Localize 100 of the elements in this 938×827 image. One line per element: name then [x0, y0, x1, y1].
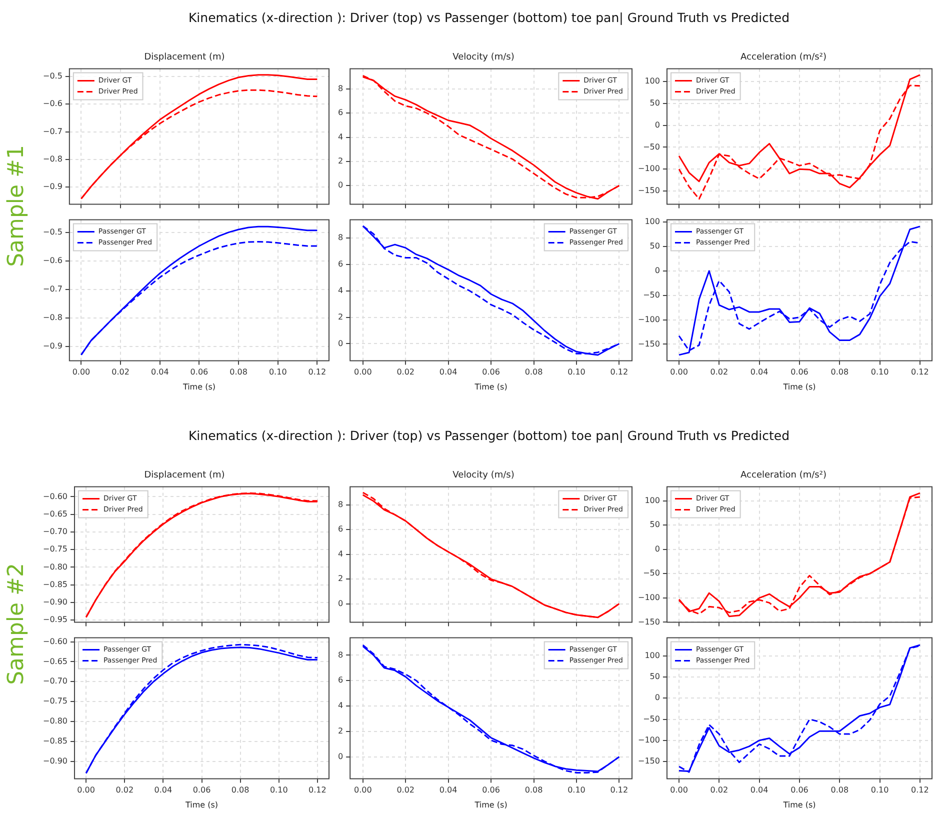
y-tick-label: −0.85: [43, 736, 68, 746]
y-tick-label: −50: [643, 568, 660, 578]
x-tick-label: 0.04: [150, 368, 169, 377]
x-tick-label: 0.06: [192, 786, 211, 795]
x-tick-label: 0.12: [911, 786, 929, 795]
x-tick-label: 0.04: [750, 786, 768, 795]
y-tick-label: 50: [650, 242, 660, 251]
y-tick-label: −100: [638, 164, 660, 174]
chart-title: Velocity (m/s): [452, 470, 514, 481]
y-tick-label: 100: [644, 651, 660, 660]
y-tick-label: −0.8: [42, 312, 62, 322]
y-tick-label: −0.5: [42, 72, 62, 81]
y-tick-label: −100: [638, 735, 660, 744]
x-tick-label: 0.10: [268, 368, 287, 377]
x-tick-label: 0.02: [396, 368, 415, 377]
x-tick-label: 0.12: [610, 368, 628, 377]
y-tick-label: 0: [654, 266, 660, 275]
x-tick-label: 0.10: [870, 786, 889, 795]
y-tick-label: 4: [338, 549, 344, 558]
y-tick-label: −0.85: [43, 580, 68, 589]
y-tick-label: 0: [338, 180, 344, 190]
x-tick-label: 0.06: [482, 368, 500, 377]
chart-title: Velocity (m/s): [452, 52, 514, 63]
x-tick-label: 0.04: [750, 368, 768, 377]
x-axis-title: Time (s): [184, 800, 218, 810]
x-tick-label: 0.02: [396, 786, 415, 795]
y-tick-label: −0.90: [43, 598, 68, 607]
y-tick-label: −150: [638, 756, 660, 766]
x-axis-title: Time (s): [182, 382, 216, 392]
y-tick-label: −0.80: [43, 716, 68, 726]
y-tick-label: 2: [338, 574, 344, 584]
y-tick-label: −0.80: [43, 562, 68, 572]
y-tick-label: −0.65: [43, 509, 68, 518]
y-tick-label: −50: [643, 714, 660, 724]
x-tick-label: 0.10: [870, 368, 889, 377]
y-tick-label: 8: [338, 233, 344, 242]
y-tick-label: 100: [644, 496, 660, 505]
x-tick-label: 0.10: [568, 786, 586, 795]
chart-title: Displacement (m): [144, 470, 225, 481]
y-tick-label: −0.65: [43, 656, 68, 666]
x-tick-label: 0.06: [790, 368, 808, 377]
x-tick-label: 0.08: [524, 786, 543, 795]
y-tick-label: 6: [338, 108, 344, 118]
x-tick-label: 0.04: [439, 368, 458, 377]
chart-title: Acceleration (m/s²): [740, 52, 826, 63]
x-tick-label: 0.04: [439, 786, 458, 795]
y-tick-label: 8: [338, 500, 344, 509]
y-tick-label: 0: [338, 598, 344, 608]
x-tick-label: 0.02: [112, 368, 130, 377]
y-tick-label: 6: [338, 676, 344, 685]
x-tick-label: 0.08: [830, 368, 849, 377]
x-tick-label: 0.12: [308, 368, 326, 377]
y-tick-label: 6: [338, 259, 344, 268]
y-tick-label: 8: [338, 84, 344, 94]
y-tick-label: 0: [654, 120, 660, 130]
y-tick-label: 50: [650, 672, 660, 682]
y-tick-label: 6: [338, 524, 344, 534]
x-tick-label: 0.10: [568, 368, 586, 377]
x-tick-label: 0.12: [610, 786, 628, 795]
y-tick-label: 8: [338, 650, 344, 660]
x-tick-label: 0.06: [482, 786, 500, 795]
x-axis-title: Time (s): [782, 382, 816, 392]
y-tick-label: −50: [643, 290, 660, 300]
x-tick-label: 0.00: [77, 786, 95, 795]
x-tick-label: 0.02: [710, 786, 728, 795]
y-tick-label: −0.60: [43, 492, 68, 501]
x-tick-label: 0.08: [231, 786, 250, 795]
x-tick-label: 0.00: [354, 368, 372, 377]
y-tick-label: −0.95: [43, 615, 68, 624]
y-tick-label: 100: [644, 76, 660, 86]
x-tick-label: 0.00: [354, 786, 372, 795]
x-tick-label: 0.00: [670, 786, 688, 795]
y-tick-label: −100: [638, 314, 660, 324]
y-tick-label: −150: [638, 617, 660, 626]
y-tick-label: 0: [338, 338, 344, 348]
y-tick-label: −0.90: [43, 756, 68, 766]
y-tick-label: 4: [338, 132, 344, 142]
x-tick-label: 0.06: [790, 786, 808, 795]
y-tick-label: 0: [654, 544, 660, 554]
y-tick-label: −0.70: [43, 527, 68, 536]
x-axis-title: Time (s): [782, 800, 816, 810]
y-tick-label: 50: [650, 98, 660, 108]
y-tick-label: −0.6: [42, 99, 62, 108]
y-tick-label: 2: [338, 726, 344, 736]
y-tick-label: −0.75: [43, 696, 68, 706]
text: Sample #2: [4, 563, 29, 685]
y-tick-label: 4: [338, 286, 344, 295]
y-tick-label: −0.8: [42, 154, 62, 164]
y-tick-label: −0.70: [43, 676, 68, 686]
y-tick-label: −0.9: [42, 182, 62, 192]
x-tick-label: 0.08: [524, 368, 543, 377]
text: Kinematics (x-direction ): Driver (top) vs Passenger (bottom) toe pan| Ground Truth vs Predicted: [187, 10, 790, 25]
y-tick-label: −100: [638, 593, 660, 602]
y-tick-label: −150: [638, 339, 660, 348]
y-tick-label: −50: [643, 142, 660, 152]
x-axis-title: Time (s): [474, 800, 508, 810]
x-tick-label: 0.04: [154, 786, 172, 795]
x-tick-label: 0.12: [911, 368, 929, 377]
y-tick-label: −0.7: [42, 284, 62, 294]
chart-title: Displacement (m): [144, 52, 225, 63]
